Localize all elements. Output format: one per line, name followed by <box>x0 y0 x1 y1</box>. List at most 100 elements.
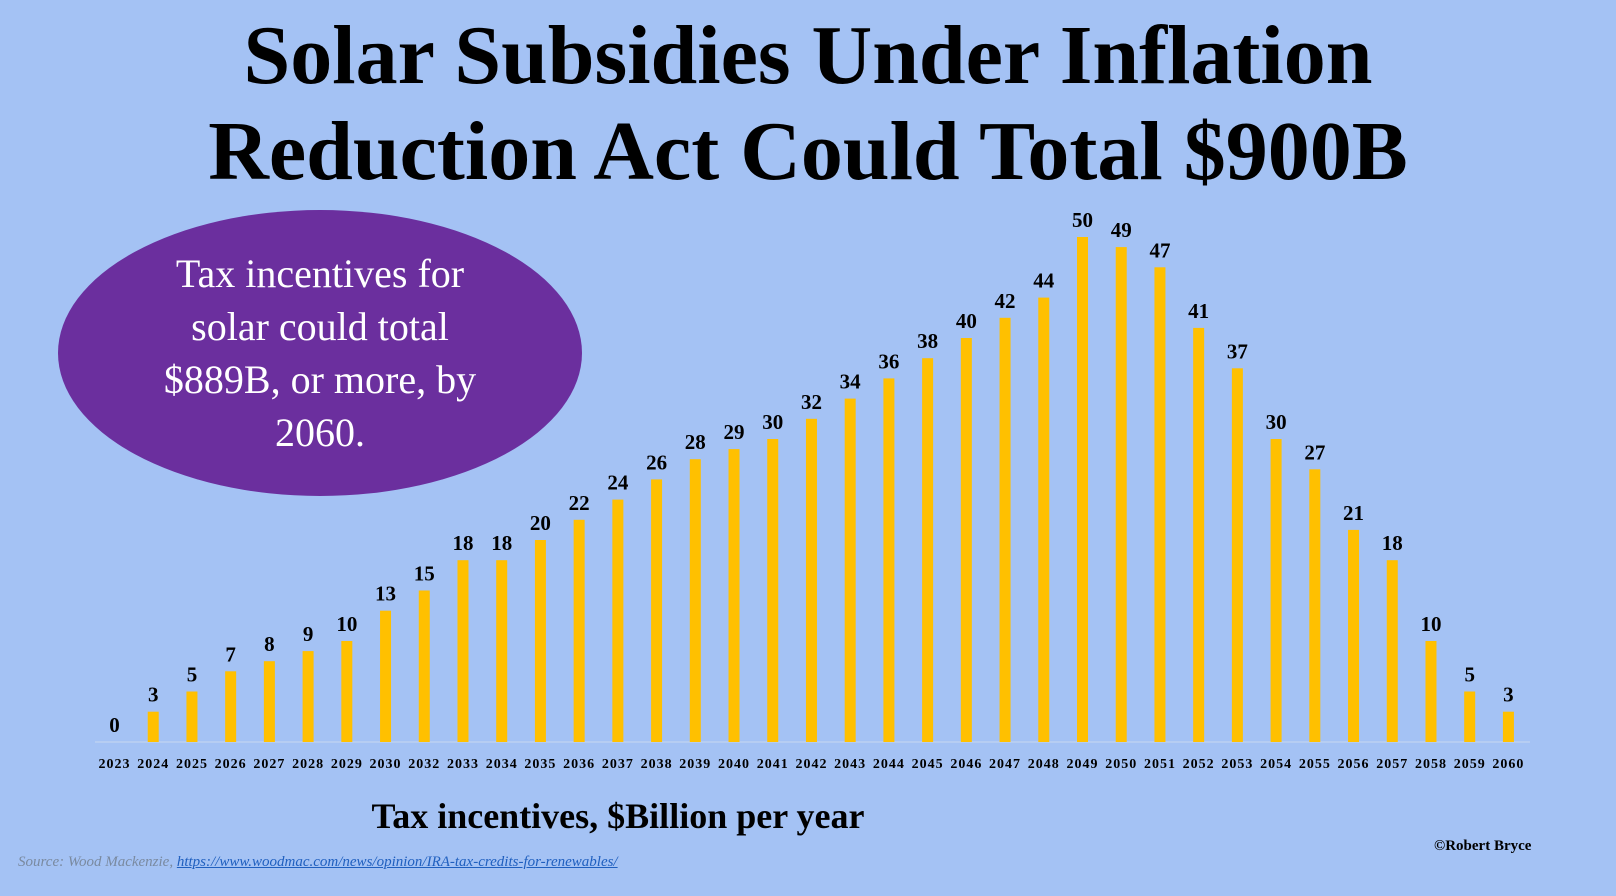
data-label-2056: 21 <box>1343 501 1364 525</box>
x-tick-label-2033: 2033 <box>447 757 479 772</box>
bar-2046 <box>960 338 972 742</box>
data-label-2037: 24 <box>607 471 629 495</box>
x-tick-label-2052: 2052 <box>1183 757 1215 772</box>
x-tick-label-2060: 2060 <box>1492 757 1524 772</box>
data-label-2043: 34 <box>840 370 862 394</box>
x-tick-label-2046: 2046 <box>950 757 982 772</box>
bar-2060 <box>1502 711 1514 742</box>
x-tick-label-2032: 2032 <box>408 757 440 772</box>
bar-2042 <box>805 418 817 742</box>
x-tick-label-2043: 2043 <box>834 757 866 772</box>
data-label-2046: 40 <box>956 309 977 333</box>
data-label-2041: 30 <box>762 410 783 434</box>
x-tick-label-2028: 2028 <box>292 757 324 772</box>
data-label-2052: 41 <box>1188 299 1209 323</box>
data-label-2038: 26 <box>646 450 667 474</box>
bar-2039 <box>689 459 701 742</box>
x-tick-label-2036: 2036 <box>563 757 595 772</box>
bar-2033 <box>457 560 469 742</box>
source-note: Source: Wood Mackenzie, https://www.wood… <box>18 854 618 871</box>
data-label-2024: 3 <box>148 683 159 707</box>
x-tick-label-2023: 2023 <box>99 757 131 772</box>
bar-2029 <box>341 641 353 742</box>
bar-2028 <box>302 651 314 742</box>
data-label-2027: 8 <box>264 632 275 656</box>
x-axis-label: Tax incentives, $Billion per year <box>371 796 865 836</box>
x-tick-label-2058: 2058 <box>1415 757 1447 772</box>
bar-2030 <box>380 610 392 742</box>
bar-2025 <box>186 691 198 742</box>
data-label-2030: 13 <box>375 582 396 606</box>
bar-2024 <box>147 711 159 742</box>
x-tick-label-2041: 2041 <box>757 757 789 772</box>
bar-2041 <box>767 439 779 742</box>
x-tick-label-2044: 2044 <box>873 757 905 772</box>
source-link[interactable]: https://www.woodmac.com/news/opinion/IRA… <box>176 854 618 870</box>
data-label-2050: 49 <box>1111 218 1132 242</box>
data-label-2047: 42 <box>995 289 1016 313</box>
data-label-2033: 18 <box>452 531 473 555</box>
x-tick-label-2054: 2054 <box>1260 757 1292 772</box>
callout-text: Tax incentives for solar could total $88… <box>163 251 477 455</box>
x-tick-label-2048: 2048 <box>1028 757 1060 772</box>
data-label-2049: 50 <box>1072 208 1093 232</box>
bar-2036 <box>573 519 585 742</box>
data-label-2045: 38 <box>917 329 938 353</box>
data-label-2053: 37 <box>1227 339 1248 363</box>
data-label-2040: 29 <box>724 420 745 444</box>
bar-2034 <box>496 560 508 742</box>
data-label-2034: 18 <box>491 531 512 555</box>
callout-ellipse: Tax incentives for solar could total $88… <box>58 210 582 496</box>
x-tick-label-2045: 2045 <box>912 757 944 772</box>
x-tick-label-2051: 2051 <box>1144 757 1176 772</box>
bar-2049 <box>1077 237 1088 742</box>
data-label-2042: 32 <box>801 390 822 414</box>
bar-2052 <box>1193 327 1205 742</box>
data-label-2039: 28 <box>685 430 706 454</box>
chart-title-line-1: Solar Subsidies Under Inflation <box>243 9 1373 102</box>
source-prefix: Source: Wood Mackenzie, <box>18 854 174 870</box>
chart-title-line-2: Reduction Act Could Total $900B <box>208 105 1408 198</box>
copyright-credit: ©Robert Bryce <box>1434 838 1532 854</box>
x-tick-label-2040: 2040 <box>718 757 750 772</box>
bar-2027 <box>263 661 275 742</box>
x-tick-label-2024: 2024 <box>137 757 169 772</box>
x-tick-label-2034: 2034 <box>486 757 518 772</box>
data-label-2051: 47 <box>1149 238 1170 262</box>
x-tick-label-2027: 2027 <box>253 757 285 772</box>
bar-2040 <box>728 449 740 742</box>
bar-2035 <box>534 540 546 742</box>
bar-2026 <box>225 671 237 742</box>
x-tick-label-2056: 2056 <box>1338 757 1370 772</box>
bar-2055 <box>1309 469 1321 742</box>
bar-2057 <box>1386 560 1398 742</box>
x-tick-label-2035: 2035 <box>524 757 556 772</box>
x-tick-label-2037: 2037 <box>602 757 634 772</box>
x-tick-label-2059: 2059 <box>1454 757 1486 772</box>
data-label-2028: 9 <box>303 622 314 646</box>
x-tick-label-2049: 2049 <box>1067 757 1099 772</box>
x-tick-label-2055: 2055 <box>1299 757 1331 772</box>
data-label-2059: 5 <box>1464 663 1475 687</box>
data-label-2057: 18 <box>1382 531 1403 555</box>
bar-2053 <box>1231 368 1243 742</box>
x-tick-label-2025: 2025 <box>176 757 208 772</box>
x-tick-label-2026: 2026 <box>215 757 247 772</box>
bar-2032 <box>418 590 430 742</box>
x-tick-label-2029: 2029 <box>331 757 363 772</box>
bar-2059 <box>1464 691 1476 742</box>
bar-2047 <box>999 317 1011 742</box>
data-label-2036: 22 <box>569 491 590 515</box>
data-label-2025: 5 <box>187 663 198 687</box>
x-tick-label-2030: 2030 <box>370 757 402 772</box>
data-label-2055: 27 <box>1304 440 1325 464</box>
bar-2044 <box>883 378 895 742</box>
bar-2056 <box>1348 529 1360 742</box>
bar-2045 <box>922 358 934 742</box>
x-tick-label-2039: 2039 <box>679 757 711 772</box>
x-tick-label-2038: 2038 <box>641 757 673 772</box>
data-label-2060: 3 <box>1503 683 1514 707</box>
bar-2037 <box>612 499 624 742</box>
data-label-2032: 15 <box>414 562 435 586</box>
